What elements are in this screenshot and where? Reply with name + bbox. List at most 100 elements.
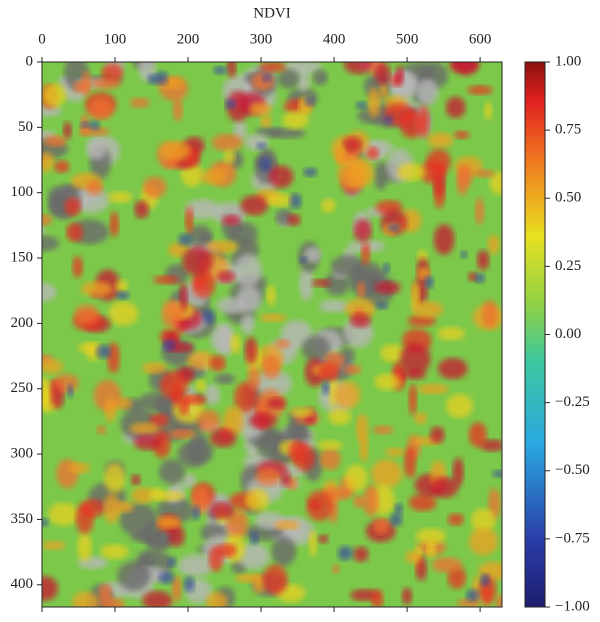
texture xyxy=(374,62,391,85)
texture xyxy=(383,115,394,125)
texture xyxy=(226,508,249,540)
texture xyxy=(244,336,258,365)
colorbar-tick-label: −1.00 xyxy=(555,598,590,614)
texture xyxy=(42,226,46,234)
texture xyxy=(197,409,221,433)
texture xyxy=(188,224,212,247)
texture xyxy=(85,342,102,361)
texture xyxy=(98,583,112,604)
texture xyxy=(204,384,221,405)
texture xyxy=(211,133,243,152)
texture xyxy=(287,213,301,226)
texture xyxy=(363,484,379,517)
texture xyxy=(375,302,389,310)
texture xyxy=(52,373,79,393)
texture xyxy=(433,224,455,255)
texture xyxy=(108,191,133,204)
texture xyxy=(266,193,294,207)
texture xyxy=(409,493,437,512)
texture xyxy=(259,62,287,73)
texture xyxy=(473,169,495,178)
texture xyxy=(337,545,353,561)
texture xyxy=(256,142,267,150)
texture xyxy=(430,476,459,498)
texture xyxy=(177,441,209,468)
texture xyxy=(353,495,366,508)
texture xyxy=(153,275,180,285)
texture xyxy=(288,439,307,464)
texture xyxy=(426,541,437,558)
texture xyxy=(282,111,309,130)
texture xyxy=(387,223,400,232)
texture xyxy=(134,200,150,219)
texture xyxy=(380,344,405,363)
texture xyxy=(356,281,366,299)
texture xyxy=(72,591,99,607)
texture xyxy=(275,339,291,349)
texture xyxy=(304,96,315,107)
texture xyxy=(42,282,57,303)
texture xyxy=(426,148,451,174)
texture xyxy=(319,362,340,382)
texture xyxy=(178,233,193,246)
texture xyxy=(322,381,330,395)
texture xyxy=(172,97,183,122)
texture xyxy=(344,364,362,375)
texture xyxy=(306,490,333,521)
texture xyxy=(226,62,237,78)
texture xyxy=(47,186,66,215)
texture xyxy=(317,534,329,544)
texture xyxy=(72,80,90,94)
texture xyxy=(42,83,67,108)
texture xyxy=(171,575,182,603)
texture xyxy=(168,428,196,439)
x-tick-label: 200 xyxy=(177,31,200,47)
texture xyxy=(167,556,177,568)
texture xyxy=(0,490,9,514)
texture xyxy=(191,270,216,299)
texture xyxy=(399,343,431,375)
texture xyxy=(277,69,300,89)
texture xyxy=(168,242,189,258)
texture xyxy=(268,165,294,189)
texture xyxy=(415,556,428,581)
texture xyxy=(213,66,228,75)
texture xyxy=(216,543,237,558)
texture xyxy=(117,561,151,591)
x-tick-label: 100 xyxy=(104,31,127,47)
texture xyxy=(460,250,468,259)
texture xyxy=(182,246,213,276)
texture xyxy=(216,270,236,284)
y-tick-label: 250 xyxy=(11,380,34,396)
texture xyxy=(0,350,6,370)
texture xyxy=(209,428,237,448)
y-tick-label: 100 xyxy=(11,184,34,200)
colorbar-tick-label: −0.50 xyxy=(555,462,590,478)
texture xyxy=(183,576,195,593)
texture xyxy=(474,197,485,225)
texture xyxy=(296,70,311,92)
texture xyxy=(367,87,381,118)
texture xyxy=(236,285,262,313)
texture xyxy=(226,90,250,122)
texture xyxy=(372,425,394,435)
texture xyxy=(133,434,163,451)
texture xyxy=(143,176,167,198)
texture xyxy=(108,301,139,326)
texture xyxy=(394,503,403,515)
texture xyxy=(43,135,67,148)
texture xyxy=(374,373,401,391)
texture xyxy=(343,62,373,75)
texture xyxy=(411,301,444,319)
y-tick-label: 50 xyxy=(18,119,33,135)
texture xyxy=(156,516,181,529)
texture xyxy=(255,467,281,486)
texture xyxy=(225,98,236,110)
texture xyxy=(222,214,241,226)
texture xyxy=(115,279,129,294)
texture xyxy=(349,312,371,328)
texture xyxy=(0,323,10,355)
texture xyxy=(202,309,216,325)
texture xyxy=(452,457,464,487)
texture xyxy=(489,171,502,195)
